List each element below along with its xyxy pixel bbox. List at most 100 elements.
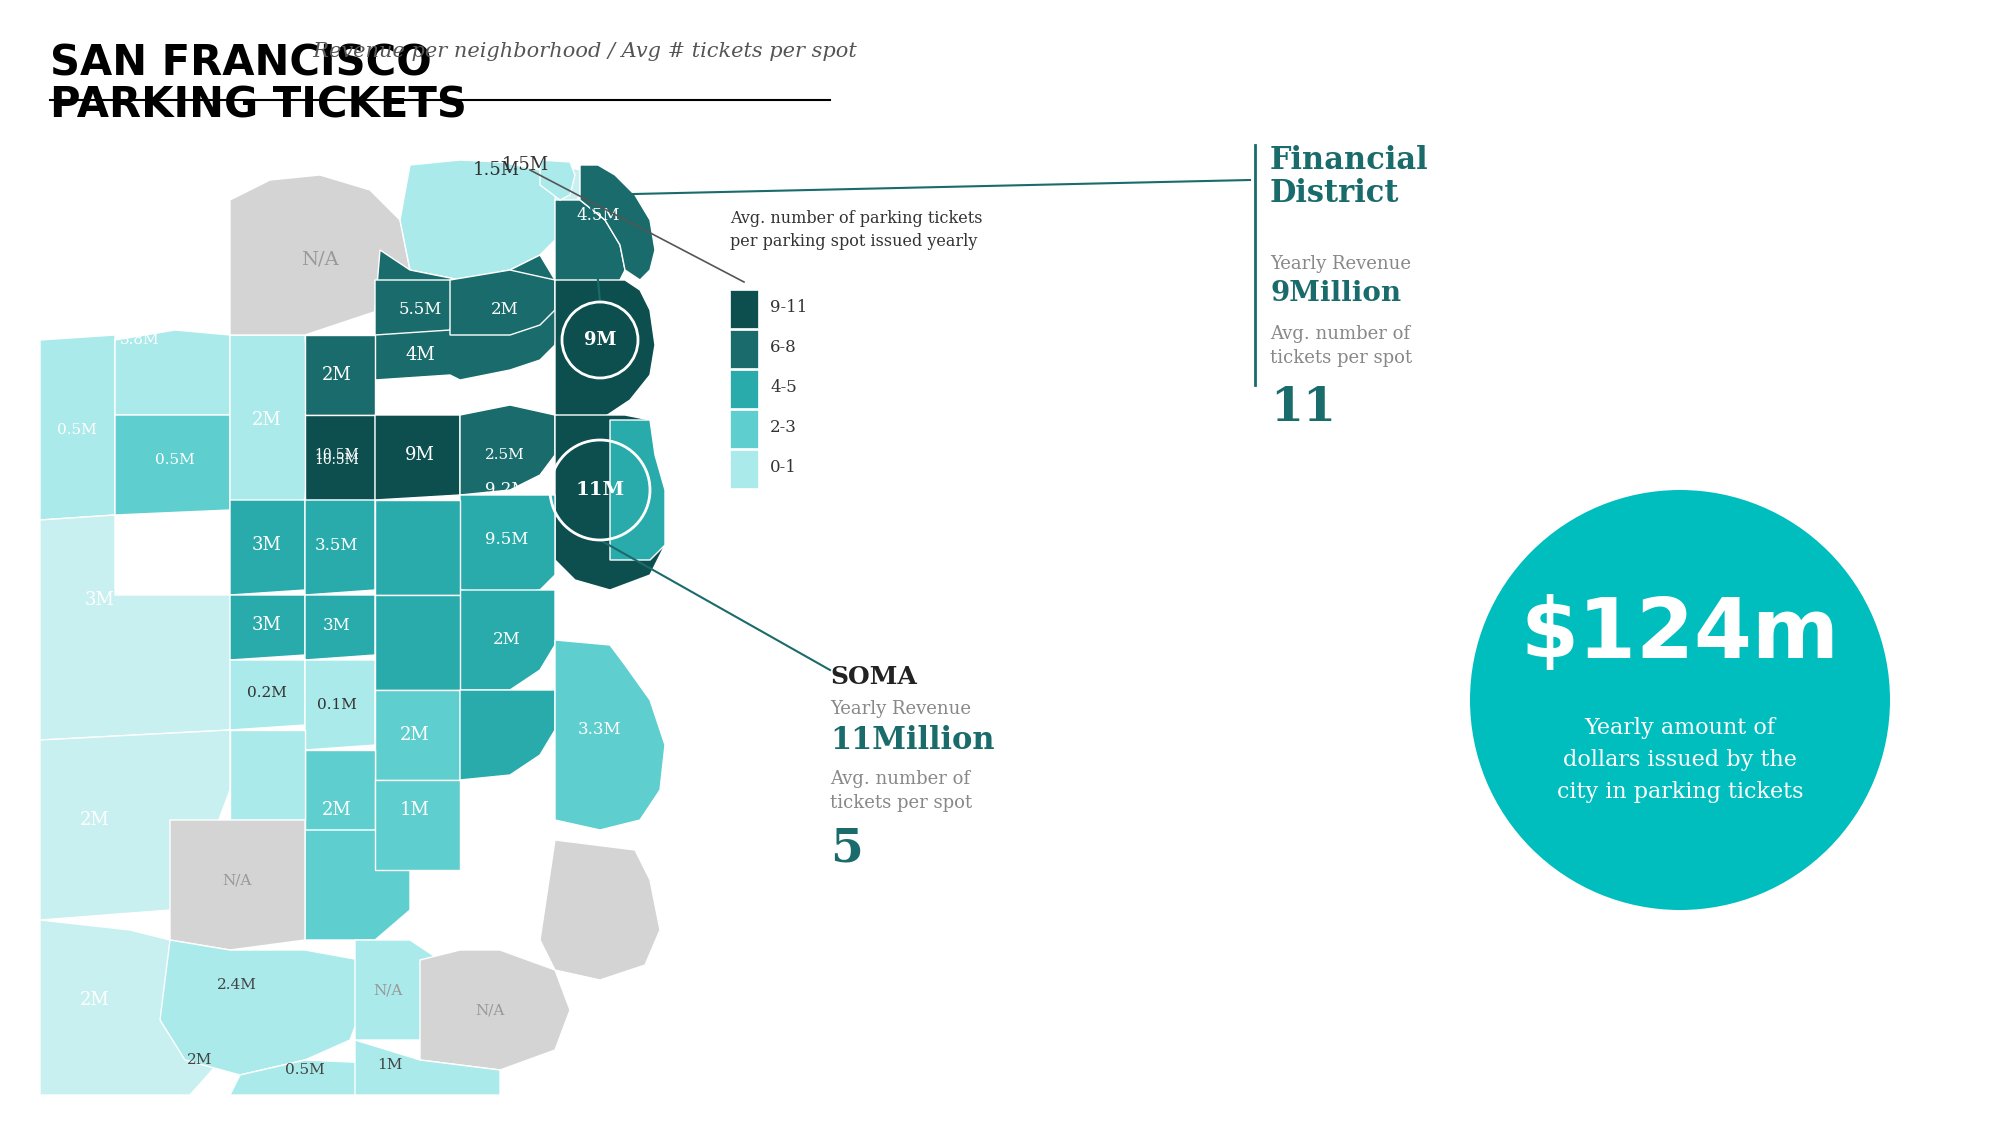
Text: 9-11: 9-11 xyxy=(771,300,807,316)
Bar xyxy=(729,370,759,408)
Polygon shape xyxy=(460,495,556,595)
Text: 2-3: 2-3 xyxy=(771,419,797,436)
Polygon shape xyxy=(305,500,374,595)
Polygon shape xyxy=(305,414,374,500)
Text: 4M: 4M xyxy=(404,346,434,364)
Text: 0.5M: 0.5M xyxy=(285,1063,325,1077)
Text: 9.2M: 9.2M xyxy=(486,482,528,498)
Polygon shape xyxy=(460,690,556,780)
Text: 0.2M: 0.2M xyxy=(247,686,287,700)
Polygon shape xyxy=(556,414,665,590)
Text: 3.8M: 3.8M xyxy=(120,333,159,347)
Text: Avg. number of
tickets per spot: Avg. number of tickets per spot xyxy=(1271,325,1412,366)
Polygon shape xyxy=(305,335,374,414)
Text: 10.5M: 10.5M xyxy=(392,392,446,409)
Polygon shape xyxy=(229,335,311,510)
Polygon shape xyxy=(540,840,659,980)
Text: PARKING TICKETS: PARKING TICKETS xyxy=(50,85,466,127)
Polygon shape xyxy=(305,595,374,660)
Text: 0-1: 0-1 xyxy=(771,459,797,476)
Text: 11Million: 11Million xyxy=(831,725,994,756)
Text: 2M: 2M xyxy=(323,802,353,819)
Text: 2.4M: 2.4M xyxy=(217,978,257,992)
Polygon shape xyxy=(374,780,460,870)
Polygon shape xyxy=(40,919,229,1095)
Polygon shape xyxy=(556,200,625,310)
Polygon shape xyxy=(229,731,305,820)
Text: 3M: 3M xyxy=(253,536,283,554)
Text: 0.1M: 0.1M xyxy=(317,698,357,712)
Text: Avg. number of parking tickets
per parking spot issued yearly: Avg. number of parking tickets per parki… xyxy=(729,210,982,251)
Text: 9M: 9M xyxy=(584,331,616,349)
Text: 1.5M: 1.5M xyxy=(502,156,548,174)
Polygon shape xyxy=(229,175,410,335)
Polygon shape xyxy=(116,414,229,515)
Polygon shape xyxy=(374,595,460,690)
Polygon shape xyxy=(355,1040,500,1095)
Text: 5: 5 xyxy=(831,826,863,871)
Polygon shape xyxy=(460,405,556,495)
Text: 11: 11 xyxy=(1271,385,1337,431)
Text: 6-8: 6-8 xyxy=(771,340,797,356)
Text: 1.5M: 1.5M xyxy=(472,161,520,179)
Polygon shape xyxy=(305,750,374,830)
Polygon shape xyxy=(374,500,460,595)
Text: 3M: 3M xyxy=(253,616,283,634)
Polygon shape xyxy=(374,281,460,335)
Text: Revenue per neighborhood / Avg # tickets per spot: Revenue per neighborhood / Avg # tickets… xyxy=(301,42,857,61)
Text: 2M: 2M xyxy=(253,411,283,429)
Polygon shape xyxy=(355,940,444,1040)
Polygon shape xyxy=(229,500,305,595)
Text: 9Million: 9Million xyxy=(1271,281,1400,307)
Text: 4-5: 4-5 xyxy=(771,379,797,396)
Text: $124m: $124m xyxy=(1520,594,1839,676)
Text: 2M: 2M xyxy=(400,726,430,744)
Polygon shape xyxy=(169,820,305,950)
Text: 11M: 11M xyxy=(576,481,625,499)
Text: N/A: N/A xyxy=(223,872,251,887)
Polygon shape xyxy=(40,335,116,520)
Text: 1M: 1M xyxy=(400,802,430,819)
Bar xyxy=(729,330,759,368)
Text: Financial
District: Financial District xyxy=(1271,145,1428,210)
Text: 4.5M: 4.5M xyxy=(576,206,620,223)
Text: 2M: 2M xyxy=(80,811,110,829)
Text: 1M: 1M xyxy=(376,1058,402,1072)
Text: 2M: 2M xyxy=(494,632,520,648)
Text: 10.5M: 10.5M xyxy=(315,448,359,461)
Polygon shape xyxy=(400,160,570,281)
Polygon shape xyxy=(116,330,229,414)
Circle shape xyxy=(1470,490,1890,910)
Text: 3.5M: 3.5M xyxy=(315,537,359,553)
Text: 10.5M: 10.5M xyxy=(315,453,359,467)
Polygon shape xyxy=(305,830,410,940)
Text: 3M: 3M xyxy=(323,616,351,633)
Bar xyxy=(729,290,759,327)
Polygon shape xyxy=(556,640,665,830)
Polygon shape xyxy=(159,940,365,1075)
Text: Yearly Revenue: Yearly Revenue xyxy=(831,700,970,718)
Text: N/A: N/A xyxy=(373,984,402,997)
Polygon shape xyxy=(460,590,556,690)
Text: N/A: N/A xyxy=(301,251,339,269)
Text: 9.5M: 9.5M xyxy=(486,531,528,548)
Text: 3.3M: 3.3M xyxy=(578,721,622,739)
Bar xyxy=(729,410,759,448)
Polygon shape xyxy=(229,660,305,731)
Text: N/A: N/A xyxy=(476,1003,504,1017)
Polygon shape xyxy=(556,281,655,420)
Polygon shape xyxy=(450,270,556,335)
Polygon shape xyxy=(580,165,655,281)
Text: 3M: 3M xyxy=(86,591,116,609)
Polygon shape xyxy=(556,165,580,210)
Text: 2M: 2M xyxy=(80,992,110,1009)
Polygon shape xyxy=(374,690,460,780)
Polygon shape xyxy=(610,420,665,560)
Text: 0.5M: 0.5M xyxy=(155,453,195,467)
Text: 2.5M: 2.5M xyxy=(486,448,524,461)
Text: 2M: 2M xyxy=(323,366,353,384)
Polygon shape xyxy=(40,731,229,919)
Text: 2M: 2M xyxy=(187,1053,213,1067)
Text: 0.5M: 0.5M xyxy=(58,423,98,437)
Bar xyxy=(729,450,759,488)
